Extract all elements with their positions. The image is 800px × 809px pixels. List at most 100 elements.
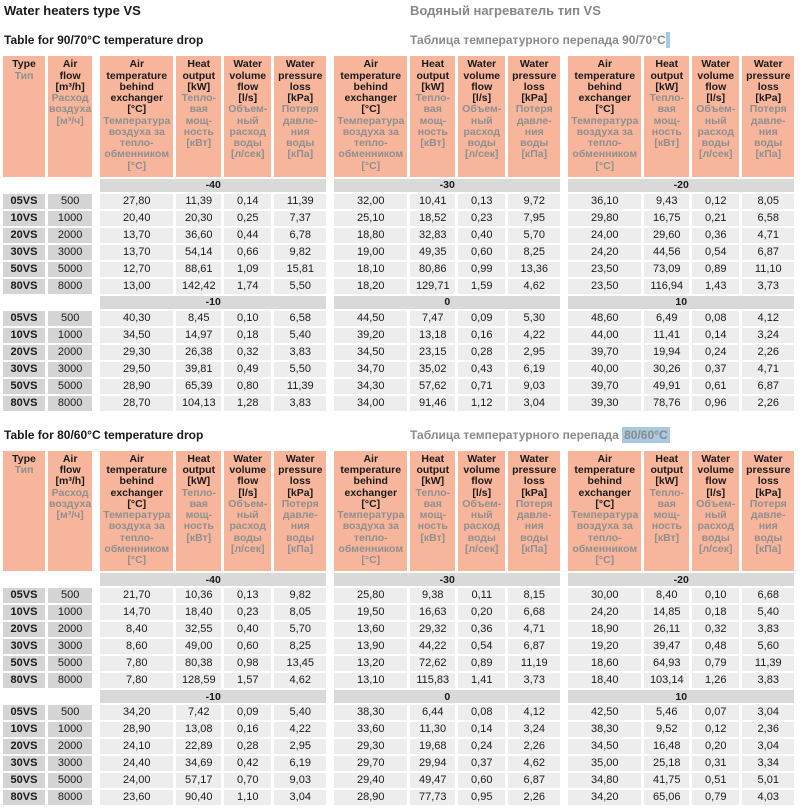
value-cell: 38,30 bbox=[568, 722, 642, 738]
value-cell: 29,70 bbox=[334, 756, 408, 772]
column-gap bbox=[329, 756, 331, 771]
col-header-water-volume-flow-ru: Объем- ный расход воды [л/сек] bbox=[228, 497, 268, 555]
col-header-heat-output-ru: Тепло- вая мощ- ность [кВт] bbox=[415, 92, 451, 150]
type-cell: 20VS bbox=[3, 739, 45, 755]
value-cell: 1,59 bbox=[458, 278, 506, 294]
value-cell: 5,40 bbox=[274, 327, 327, 343]
table1-subtitle-en: Table for 90/70°C temperature drop bbox=[4, 33, 204, 48]
value-cell: 7,37 bbox=[274, 210, 327, 226]
value-cell: 0,09 bbox=[224, 705, 272, 721]
table2-subtitle-ru-text: Таблица температурного перепада bbox=[410, 427, 623, 442]
table-row: 05VS 500 27,80 11,39 0,14 11,39 32,00 10,41 0,13… bbox=[3, 193, 795, 209]
value-cell: 2,26 bbox=[508, 790, 561, 806]
column-gap bbox=[329, 179, 331, 192]
value-cell: 39,47 bbox=[644, 639, 690, 655]
value-cell: 5,40 bbox=[274, 705, 327, 721]
value-cell: 0,10 bbox=[692, 588, 740, 604]
column-gap bbox=[563, 194, 565, 209]
column-gap bbox=[329, 379, 331, 394]
column-gap bbox=[329, 773, 331, 788]
type-cell: 05VS bbox=[3, 705, 45, 721]
subtitle-row-90-70: Table for 90/70°C temperature drop Табли… bbox=[2, 32, 798, 49]
value-cell: 48,60 bbox=[568, 310, 642, 326]
outdoor-temp-band-row: -10 0 10 bbox=[3, 690, 795, 704]
value-cell: 0,24 bbox=[458, 739, 506, 755]
air-flow-cell: 3000 bbox=[48, 756, 93, 772]
value-cell: 0,10 bbox=[224, 310, 272, 326]
value-cell: 65,06 bbox=[644, 790, 690, 806]
value-cell: 3,24 bbox=[508, 722, 561, 738]
table-row: 20VS 2000 29,30 26,38 0,32 3,83 34,50 23,15 0,28… bbox=[3, 344, 795, 360]
value-cell: 3,83 bbox=[742, 622, 795, 638]
value-cell: 88,61 bbox=[176, 261, 222, 277]
type-cell: 80VS bbox=[3, 790, 45, 806]
type-cell: 05VS bbox=[3, 310, 45, 326]
value-cell: 103,14 bbox=[644, 673, 690, 689]
value-cell: 0,09 bbox=[458, 310, 506, 326]
col-header-heat-output: Heat output [kW] Тепло- вая мощ- ность [к… bbox=[176, 56, 222, 177]
value-cell: 0,40 bbox=[224, 622, 272, 638]
value-cell: 7,80 bbox=[100, 673, 174, 689]
col-header-water-pressure-loss-ru: Потеря давле- ния воды [кПа] bbox=[515, 103, 553, 161]
value-cell: 29,40 bbox=[334, 773, 408, 789]
value-cell: 4,12 bbox=[742, 310, 795, 326]
value-cell: 9,52 bbox=[644, 722, 690, 738]
col-header-water-pressure-loss-ru: Потеря давле- ния воды [кПа] bbox=[749, 103, 787, 161]
column-gap bbox=[329, 311, 331, 326]
value-cell: 28,90 bbox=[100, 378, 174, 394]
col-header-air-temperature-ru: Температура воздуха за тепло- обменником… bbox=[103, 114, 171, 172]
value-cell: 15,81 bbox=[274, 261, 327, 277]
value-cell: 34,20 bbox=[568, 790, 642, 806]
value-cell: 36,10 bbox=[568, 193, 642, 209]
value-cell: 8,40 bbox=[100, 622, 174, 638]
col-header-type: Type Тип bbox=[3, 451, 45, 572]
col-header-water-volume-flow-en: Water volume flow [l/s] bbox=[229, 453, 267, 499]
value-cell: 0,31 bbox=[692, 756, 740, 772]
col-header-air-temperature: Air temperature behind exchanger [°C] Тем… bbox=[568, 56, 642, 177]
table-row: 80VS 8000 23,60 90,40 1,10 3,04 28,90 77,73 0,95… bbox=[3, 790, 795, 806]
value-cell: 29,30 bbox=[334, 739, 408, 755]
col-header-air-flow-ru: Расход воздуха [м³/ч] bbox=[49, 92, 92, 127]
outdoor-temp-band-label: -10 bbox=[100, 690, 327, 704]
value-cell: 16,48 bbox=[644, 739, 690, 755]
value-cell: 57,62 bbox=[410, 378, 456, 394]
value-cell: 19,94 bbox=[644, 344, 690, 360]
value-cell: 39,81 bbox=[176, 361, 222, 377]
value-cell: 0,16 bbox=[224, 722, 272, 738]
value-cell: 0,51 bbox=[692, 773, 740, 789]
value-cell: 44,50 bbox=[334, 310, 408, 326]
column-gap bbox=[95, 773, 97, 788]
col-header-air-temperature-ru: Температура воздуха за тепло- обменником… bbox=[571, 509, 639, 567]
column-gap bbox=[95, 451, 97, 571]
value-cell: 9,03 bbox=[508, 378, 561, 394]
table2-subtitle-ru: Таблица температурного перепада 80/60°C bbox=[410, 426, 670, 443]
value-cell: 6,49 bbox=[644, 310, 690, 326]
air-flow-cell: 5000 bbox=[48, 656, 93, 672]
value-cell: 13,90 bbox=[334, 639, 408, 655]
value-cell: 25,18 bbox=[644, 756, 690, 772]
column-gap bbox=[329, 673, 331, 688]
value-cell: 0,60 bbox=[458, 773, 506, 789]
value-cell: 34,50 bbox=[100, 327, 174, 343]
value-cell: 6,19 bbox=[508, 361, 561, 377]
type-cell: 20VS bbox=[3, 344, 45, 360]
value-cell: 18,90 bbox=[568, 622, 642, 638]
column-gap bbox=[563, 379, 565, 394]
value-cell: 0,54 bbox=[458, 639, 506, 655]
value-cell: 6,68 bbox=[508, 605, 561, 621]
value-cell: 6,87 bbox=[508, 639, 561, 655]
value-cell: 24,00 bbox=[568, 227, 642, 243]
value-cell: 9,72 bbox=[508, 193, 561, 209]
value-cell: 8,15 bbox=[508, 588, 561, 604]
value-cell: 4,62 bbox=[508, 756, 561, 772]
column-gap bbox=[329, 639, 331, 654]
col-header-water-volume-flow-ru: Объем- ный расход воды [л/сек] bbox=[462, 103, 502, 161]
value-cell: 1,74 bbox=[224, 278, 272, 294]
value-cell: 0,79 bbox=[692, 790, 740, 806]
value-cell: 4,71 bbox=[742, 361, 795, 377]
col-header-air-temperature-en: Air temperature behind exchanger [°C] bbox=[340, 58, 402, 116]
table-row: 30VS 3000 24,40 34,69 0,42 6,19 29,70 29,94 0,37… bbox=[3, 756, 795, 772]
col-header-air-temperature: Air temperature behind exchanger [°C] Тем… bbox=[334, 56, 408, 177]
value-cell: 5,50 bbox=[274, 278, 327, 294]
value-cell: 5,70 bbox=[508, 227, 561, 243]
